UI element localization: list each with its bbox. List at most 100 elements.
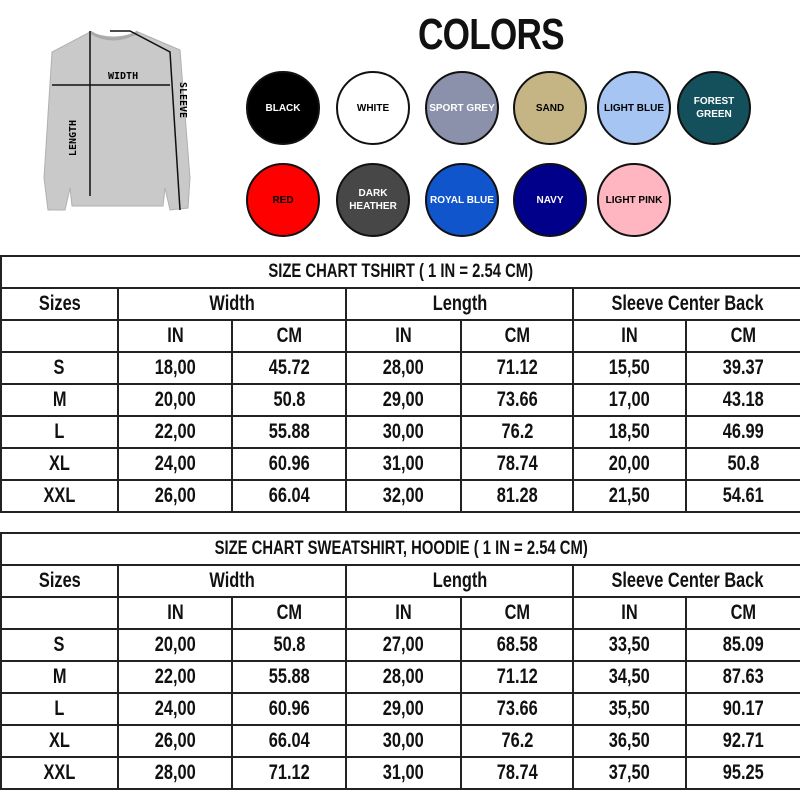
- measurement-cell-text: 37,50: [609, 761, 650, 784]
- measurement-cell-text: 28,00: [383, 665, 424, 688]
- unit-header-text: IN: [621, 324, 638, 347]
- color-swatch-label: WHITE: [356, 102, 390, 114]
- measurement-cell: 34,50: [572, 660, 687, 694]
- measurement-cell: 39.37: [684, 351, 800, 385]
- measurement-cell-text: 34,50: [609, 665, 650, 688]
- measurement-cell-text: 55.88: [268, 665, 310, 688]
- table-row: XXL 26,00 66.04 32,00 81.28 21,50 54.61: [0, 479, 800, 513]
- color-swatch-red: RED: [246, 163, 320, 237]
- size-cell-text: XL: [49, 729, 70, 752]
- measurement-cell: 18,00: [117, 351, 233, 385]
- unit-header: CM: [460, 319, 574, 353]
- measurement-cell-text: 36,50: [609, 729, 650, 752]
- header-group: Length: [345, 564, 574, 598]
- measurement-cell: 30,00: [345, 415, 462, 449]
- measurement-cell: 18,50: [572, 415, 687, 449]
- measurement-cell: 31,00: [345, 756, 462, 790]
- sleeve-label: SLEEVE: [177, 82, 188, 118]
- measurement-cell: 37,50: [572, 756, 687, 790]
- measurement-cell: 36,50: [572, 724, 687, 758]
- measurement-cell: 66.04: [231, 724, 347, 758]
- table-title: SIZE CHART TSHIRT ( 1 IN = 2.54 CM): [0, 255, 800, 289]
- measurement-cell: 29,00: [345, 383, 462, 417]
- header-sizes: Sizes: [0, 287, 119, 321]
- color-swatch-sand: SAND: [513, 71, 587, 145]
- table-row: M 22,00 55.88 28,00 71.12 34,50 87.63: [0, 660, 800, 694]
- measurement-cell-text: 20,00: [154, 388, 196, 411]
- measurement-cell-text: 29,00: [383, 388, 424, 411]
- color-swatch-label: ROYAL BLUE: [430, 194, 494, 206]
- measurement-cell: 81.28: [460, 479, 574, 513]
- measurement-cell: 50.8: [231, 383, 347, 417]
- sweatshirt-illustration: WIDTH LENGTH SLEEVE: [43, 30, 191, 211]
- size-cell: S: [0, 351, 119, 385]
- measurement-cell-text: 20,00: [609, 452, 650, 475]
- measurement-cell: 46.99: [684, 415, 800, 449]
- unit-header-text: IN: [166, 601, 184, 624]
- unit-header-text: CM: [730, 601, 757, 624]
- measurement-cell: 95.25: [684, 756, 800, 790]
- measurement-cell: 24,00: [117, 692, 233, 726]
- measurement-cell: 24,00: [117, 447, 233, 481]
- measurement-cell: 71.12: [231, 756, 347, 790]
- unit-header-text: IN: [395, 601, 412, 624]
- measurement-cell: 60.96: [231, 692, 347, 726]
- color-swatch-label: LIGHT BLUE: [604, 102, 664, 114]
- measurement-cell-text: 24,00: [154, 697, 196, 720]
- measurement-cell: 35,50: [572, 692, 687, 726]
- color-swatch-light-blue: LIGHT BLUE: [597, 71, 671, 145]
- unit-header: CM: [231, 596, 347, 630]
- measurement-cell: 22,00: [117, 415, 233, 449]
- unit-header-text: CM: [504, 324, 530, 347]
- size-cell-text: XL: [49, 452, 70, 475]
- measurement-cell-text: 50.8: [273, 388, 305, 411]
- measurement-cell: 20,00: [117, 628, 233, 662]
- size-cell: L: [0, 692, 119, 726]
- measurement-cell-text: 26,00: [154, 484, 196, 507]
- measurement-cell: 26,00: [117, 479, 233, 513]
- header-group-text: Width: [209, 569, 255, 592]
- measurement-cell-text: 71.12: [496, 356, 538, 379]
- size-cell: XL: [0, 724, 119, 758]
- measurement-cell-text: 60.96: [268, 452, 310, 475]
- measurement-cell: 73.66: [460, 692, 574, 726]
- header-group-text: Length: [432, 569, 487, 592]
- measurement-cell-text: 31,00: [383, 452, 424, 475]
- table-row: L 22,00 55.88 30,00 76.2 18,50 46.99: [0, 415, 800, 449]
- measurement-cell: 60.96: [231, 447, 347, 481]
- size-cell: S: [0, 628, 119, 662]
- measurement-cell: 32,00: [345, 479, 462, 513]
- measurement-cell-text: 68.58: [496, 633, 538, 656]
- sweatshirt-size-table: SIZE CHART SWEATSHIRT, HOODIE ( 1 IN = 2…: [0, 532, 800, 790]
- measurement-cell-text: 30,00: [383, 420, 424, 443]
- table-header-row: Sizes Width Length Sleeve Center Back: [0, 564, 800, 598]
- measurement-cell-text: 21,50: [609, 484, 650, 507]
- unit-header-text: CM: [276, 601, 302, 624]
- unit-header: IN: [117, 596, 233, 630]
- measurement-cell-text: 17,00: [609, 388, 650, 411]
- color-swatch-white: WHITE: [336, 71, 410, 145]
- color-swatch-label: LIGHT PINK: [605, 194, 663, 206]
- width-label: WIDTH: [108, 71, 138, 82]
- header-group-text: Width: [209, 292, 255, 315]
- header-group-text: Sleeve Center Back: [610, 569, 764, 592]
- header-group-text: Sleeve Center Back: [610, 292, 764, 315]
- table-row: XL 26,00 66.04 30,00 76.2 36,50 92.71: [0, 724, 800, 758]
- measurement-cell-text: 76.2: [501, 420, 533, 443]
- measurement-cell-text: 31,00: [383, 761, 424, 784]
- color-swatch-sport-grey: SPORT GREY: [425, 71, 499, 145]
- unit-header-text: CM: [276, 324, 302, 347]
- measurement-cell-text: 92.71: [723, 729, 765, 752]
- measurement-cell-text: 78.74: [496, 761, 538, 784]
- color-swatch-label: NAVY: [536, 194, 564, 206]
- measurement-cell-text: 18,00: [154, 356, 196, 379]
- header-sizes: Sizes: [0, 564, 119, 598]
- measurement-cell-text: 33,50: [609, 633, 650, 656]
- unit-header: IN: [345, 319, 462, 353]
- measurement-cell-text: 30,00: [383, 729, 424, 752]
- table-row: S 18,00 45.72 28,00 71.12 15,50 39.37: [0, 351, 800, 385]
- color-swatch-dark-heather: DARK HEATHER: [336, 163, 410, 237]
- table-title: SIZE CHART SWEATSHIRT, HOODIE ( 1 IN = 2…: [0, 532, 800, 566]
- size-cell: M: [0, 660, 119, 694]
- size-cell: XXL: [0, 756, 119, 790]
